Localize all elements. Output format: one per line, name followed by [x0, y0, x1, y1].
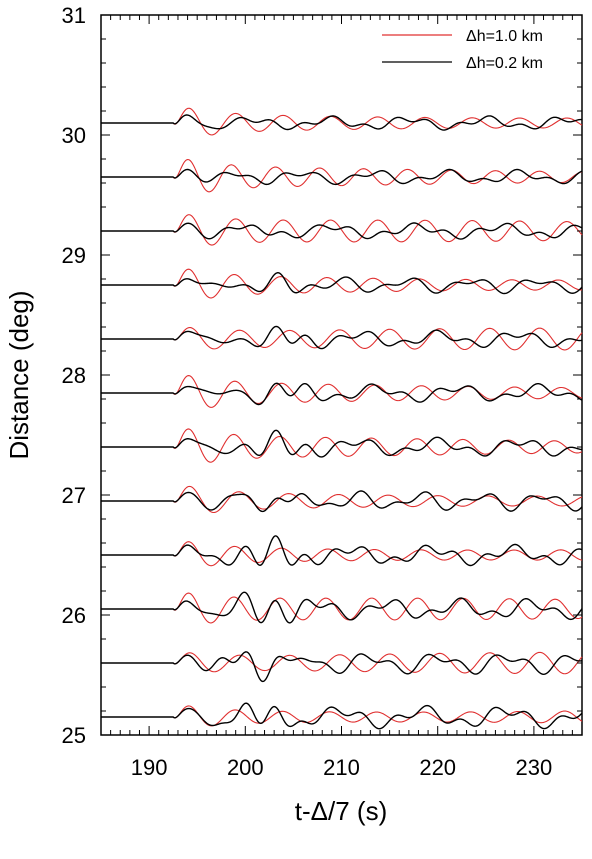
- trace-black: [101, 490, 583, 513]
- y-tick-label: 26: [62, 603, 86, 628]
- x-axis-label: t-Δ/7 (s): [295, 796, 387, 826]
- trace-black: [101, 429, 583, 458]
- trace-black: [101, 222, 583, 240]
- trace-red: [101, 107, 583, 136]
- trace-red: [101, 705, 583, 727]
- trace-black: [101, 114, 583, 131]
- y-tick-label: 30: [62, 123, 86, 148]
- y-tick-label: 25: [62, 723, 86, 748]
- x-tick-label: 190: [131, 755, 168, 780]
- trace-red: [101, 541, 583, 567]
- traces-group: [101, 107, 583, 730]
- y-tick-label: 31: [62, 3, 86, 28]
- trace-black: [101, 272, 583, 295]
- legend-label-series-2: Δh=0.2 km: [466, 55, 543, 72]
- trace-red: [101, 485, 583, 514]
- legend: Δh=1.0 km Δh=0.2 km: [382, 28, 543, 72]
- x-tick-label: 230: [516, 755, 553, 780]
- trace-black: [101, 168, 583, 186]
- x-tick-label: 200: [227, 755, 264, 780]
- trace-red: [101, 159, 583, 193]
- y-tick-labels: 25 26 27 28 29 30 31: [62, 3, 86, 748]
- trace-red: [101, 592, 583, 624]
- trace-red: [101, 375, 583, 408]
- ticks-group: [100, 14, 583, 736]
- y-tick-label: 27: [62, 483, 86, 508]
- trace-black: [101, 382, 583, 406]
- trace-red: [101, 214, 583, 246]
- trace-black: [101, 325, 583, 350]
- y-tick-label: 29: [62, 243, 86, 268]
- trace-black: [101, 702, 583, 730]
- legend-label-series-1: Δh=1.0 km: [466, 28, 543, 45]
- x-tick-labels: 190 200 210 220 230: [131, 755, 553, 780]
- trace-red: [101, 428, 583, 463]
- y-axis-label: Distance (deg): [4, 290, 34, 459]
- trace-black: [101, 535, 583, 567]
- x-tick-label: 220: [419, 755, 456, 780]
- x-tick-label: 210: [323, 755, 360, 780]
- trace-red: [101, 268, 583, 299]
- trace-black: [101, 651, 583, 683]
- trace-black: [101, 591, 583, 624]
- y-tick-label: 28: [62, 363, 86, 388]
